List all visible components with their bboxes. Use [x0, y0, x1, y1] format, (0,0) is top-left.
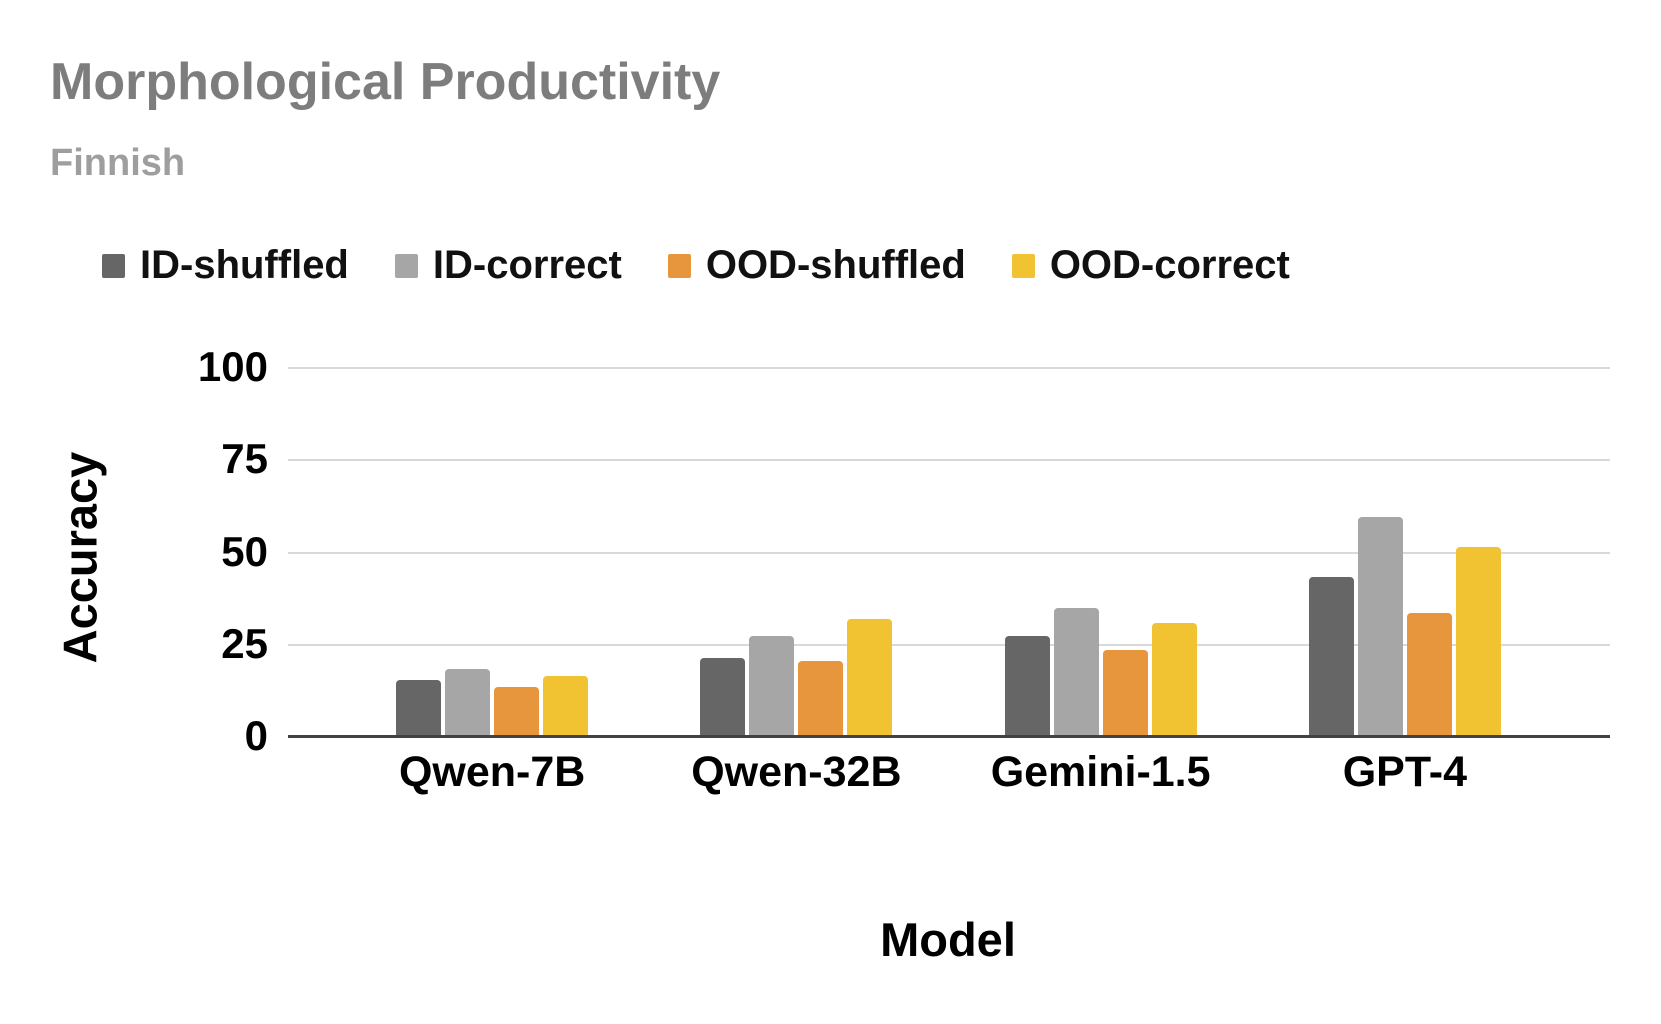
legend-item-ood-shuffled: OOD-shuffled [667, 243, 966, 288]
gridline-75 [288, 459, 1610, 462]
x-tick-label-qwen-7b: Qwen-7B [398, 748, 586, 796]
x-tick-label-qwen-32b: Qwen-32B [691, 748, 902, 796]
bar-gpt-4-id-shuffled [1308, 576, 1354, 737]
gridline-50 [288, 551, 1610, 554]
bar-qwen-32b-id-correct [749, 635, 795, 737]
bar-gpt-4-id-correct [1357, 517, 1403, 737]
x-tick-label-gpt-4: GPT-4 [1342, 748, 1467, 796]
bar-gemini-1.5-ood-correct [1151, 622, 1197, 737]
legend-swatch-icon [1011, 253, 1035, 278]
bar-gpt-4-ood-correct [1455, 547, 1501, 737]
bar-group-qwen-7b [396, 668, 589, 737]
legend-label: OOD-shuffled [705, 243, 966, 287]
legend-label: ID-shuffled [140, 243, 349, 287]
y-axis-title: Accuracy [53, 451, 107, 664]
gridline-100 [288, 367, 1610, 369]
bar-qwen-7b-id-correct [445, 668, 491, 737]
gridline-25 [288, 643, 1610, 646]
bar-gemini-1.5-id-correct [1053, 607, 1099, 737]
bar-group-qwen-32b [700, 618, 893, 737]
bar-qwen-7b-ood-shuffled [494, 687, 540, 737]
legend-swatch-icon [667, 253, 691, 278]
bar-gpt-4-ood-shuffled [1406, 613, 1452, 737]
legend-item-id-correct: ID-correct [394, 243, 622, 288]
bar-qwen-32b-id-shuffled [700, 657, 746, 737]
bar-group-gemini-1.5 [1004, 607, 1197, 737]
chart-title: Morphological Productivity [50, 53, 721, 111]
x-tick-label-gemini-1.5: Gemini-1.5 [990, 748, 1211, 796]
bar-group-gpt-4 [1308, 517, 1501, 737]
y-tick-label-50: 50 [221, 527, 268, 575]
bar-qwen-32b-ood-shuffled [798, 661, 844, 737]
legend-swatch-icon [102, 253, 125, 278]
bar-gemini-1.5-id-shuffled [1004, 635, 1050, 737]
legend-item-ood-correct: OOD-correct [1011, 243, 1290, 288]
x-axis-title: Model [880, 913, 1016, 966]
bar-qwen-7b-id-shuffled [396, 679, 442, 737]
legend: ID-shuffled ID-correct OOD-shuffled OOD-cor… [102, 243, 1290, 288]
x-axis-line [288, 735, 1610, 738]
legend-label: ID-correct [432, 243, 622, 287]
legend-label: OOD-correct [1049, 243, 1290, 287]
y-tick-label-100: 100 [197, 343, 268, 390]
legend-swatch-icon [394, 253, 418, 278]
chart-subtitle: Finnish [50, 142, 186, 184]
y-tick-label-75: 75 [221, 435, 268, 483]
y-tick-label-0: 0 [244, 712, 268, 759]
bar-qwen-7b-ood-correct [543, 676, 589, 737]
y-tick-label-25: 25 [221, 619, 268, 667]
bar-gemini-1.5-ood-shuffled [1102, 650, 1148, 737]
bar-qwen-32b-ood-correct [847, 618, 893, 737]
plot-area: 0 25 50 75 100 [198, 346, 1610, 757]
legend-item-id-shuffled: ID-shuffled [102, 243, 349, 288]
